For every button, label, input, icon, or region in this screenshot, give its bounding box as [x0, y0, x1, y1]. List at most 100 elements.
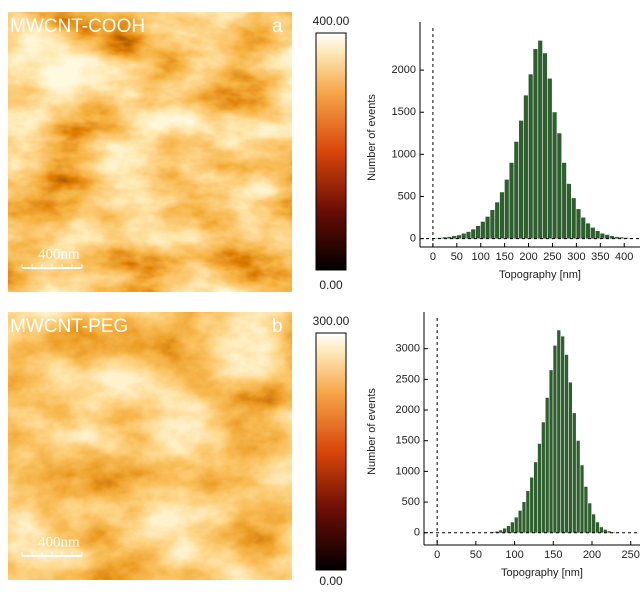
bar	[557, 330, 560, 532]
bar	[524, 95, 528, 238]
x-tick-label: 50	[451, 251, 463, 263]
bar	[515, 517, 518, 532]
bar	[514, 142, 518, 239]
bar	[561, 336, 564, 532]
y-tick-label: 0	[410, 232, 416, 244]
bar	[557, 133, 561, 238]
colorbar	[316, 333, 346, 570]
x-tick-label: 250	[622, 549, 640, 561]
bar	[495, 202, 499, 238]
colorbar	[316, 33, 346, 270]
bar	[538, 444, 541, 533]
bar	[565, 355, 568, 533]
x-tick-label: 0	[430, 251, 436, 263]
bar	[542, 422, 545, 532]
x-tick-label: 400	[615, 251, 633, 263]
colorbar-label: 400.00	[313, 14, 350, 28]
bar	[486, 217, 490, 239]
bar	[592, 514, 595, 532]
bar	[591, 228, 595, 239]
y-tick-label: 3000	[396, 343, 420, 355]
bar	[581, 218, 585, 239]
bar	[499, 530, 502, 532]
bar	[572, 198, 576, 238]
x-tick-label: 50	[470, 549, 482, 561]
bar	[596, 231, 600, 239]
bar	[466, 232, 470, 239]
y-tick-label: 1000	[392, 148, 416, 160]
bar	[471, 229, 475, 238]
bar	[569, 382, 572, 532]
x-axis-label: Topography [nm]	[499, 269, 581, 281]
panel-title: MWCNT-PEG	[10, 316, 128, 337]
bar	[576, 209, 580, 238]
y-tick-label: 1500	[396, 435, 420, 447]
colorbar-label: 0.00	[319, 574, 343, 588]
colorbar-label: 0.00	[319, 278, 343, 292]
bar	[481, 222, 485, 239]
bar	[505, 180, 509, 239]
scale-bar-label: 400nm	[38, 534, 80, 550]
panel-letter: a	[272, 16, 283, 37]
bar	[546, 398, 549, 533]
bar	[577, 441, 580, 533]
x-tick-label: 100	[505, 549, 523, 561]
bar	[529, 74, 533, 238]
x-tick-label: 350	[591, 251, 609, 263]
bar	[534, 462, 537, 533]
bar	[600, 234, 604, 239]
bar	[522, 502, 525, 533]
bar	[457, 235, 461, 238]
scale-bar-label: 400nm	[38, 246, 80, 262]
bar	[567, 184, 571, 239]
y-tick-label: 500	[402, 496, 420, 508]
bar	[509, 163, 513, 239]
bar	[584, 487, 587, 533]
bar	[605, 235, 609, 239]
bar	[526, 491, 529, 533]
x-tick-label: 300	[567, 251, 585, 263]
bar	[588, 503, 591, 532]
bar	[476, 226, 480, 239]
y-axis-label: Number of events	[366, 94, 378, 181]
x-tick-label: 150	[544, 549, 562, 561]
x-tick-label: 150	[495, 251, 513, 263]
bar	[519, 121, 523, 239]
bar	[533, 49, 537, 239]
bar	[562, 163, 566, 239]
bar	[538, 41, 542, 239]
bar	[503, 528, 506, 532]
bar	[573, 413, 576, 533]
y-tick-label: 2000	[392, 64, 416, 76]
x-tick-label: 200	[583, 549, 601, 561]
x-axis-label: Topography [nm]	[501, 567, 583, 579]
bar	[490, 210, 494, 239]
bar	[596, 522, 599, 532]
y-tick-label: 1000	[396, 465, 420, 477]
x-tick-label: 200	[519, 251, 537, 263]
y-tick-label: 1500	[392, 106, 416, 118]
bar	[552, 112, 556, 238]
panel-letter: b	[272, 316, 283, 337]
bar	[553, 346, 556, 533]
bar	[462, 234, 466, 239]
bar	[511, 522, 514, 532]
y-tick-label: 2500	[396, 373, 420, 385]
bar	[507, 526, 510, 533]
bar	[586, 223, 590, 238]
bar	[518, 511, 521, 533]
bar	[580, 465, 583, 532]
x-tick-label: 100	[472, 251, 490, 263]
bar	[530, 478, 533, 533]
bar	[549, 370, 552, 533]
panel-title: MWCNT-COOH	[10, 16, 145, 37]
y-tick-label: 2000	[396, 404, 420, 416]
bar	[543, 53, 547, 238]
y-tick-label: 500	[398, 190, 416, 202]
y-tick-label: 0	[414, 527, 420, 539]
bar	[548, 79, 552, 239]
y-axis-label: Number of events	[366, 388, 378, 475]
bar	[500, 192, 504, 238]
colorbar-label: 300.00	[313, 314, 350, 328]
